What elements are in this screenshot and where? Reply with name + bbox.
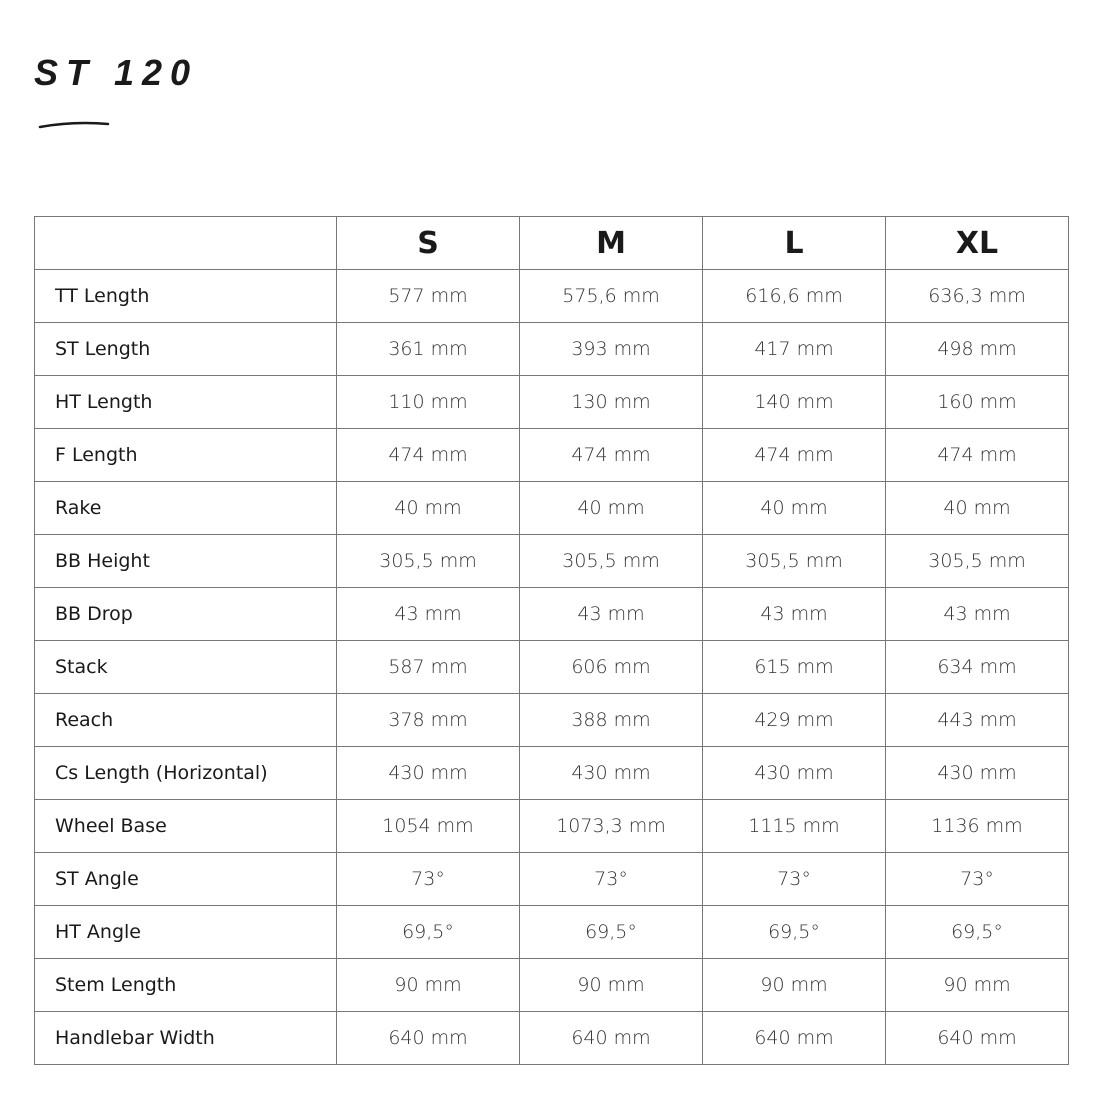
value-cell: 130 mm xyxy=(519,375,703,429)
table-row: ST Angle 73° 73° 73° 73° xyxy=(34,852,1069,906)
geometry-table: S M L XL TT Length 577 mm 575,6 mm 616,6 mm… xyxy=(34,216,1069,1065)
table-row: Stack 587 mm 606 mm 615 mm 634 mm xyxy=(34,640,1069,694)
value-cell: 90 mm xyxy=(702,958,886,1012)
row-label: Cs Length (Horizontal) xyxy=(34,746,337,800)
value-cell: 606 mm xyxy=(519,640,703,694)
value-cell: 40 mm xyxy=(519,481,703,535)
value-cell: 417 mm xyxy=(702,322,886,376)
row-label: Reach xyxy=(34,693,337,747)
value-cell: 575,6 mm xyxy=(519,269,703,323)
table-row: BB Drop 43 mm 43 mm 43 mm 43 mm xyxy=(34,587,1069,641)
table-row: Handlebar Width 640 mm 640 mm 640 mm 640 mm xyxy=(34,1011,1069,1065)
value-cell: 305,5 mm xyxy=(702,534,886,588)
row-label: Stem Length xyxy=(34,958,337,1012)
page-title: ST 120 xyxy=(34,52,199,93)
value-cell: 388 mm xyxy=(519,693,703,747)
row-label: Stack xyxy=(34,640,337,694)
value-cell: 430 mm xyxy=(336,746,520,800)
value-cell: 40 mm xyxy=(702,481,886,535)
value-cell: 430 mm xyxy=(885,746,1069,800)
table-header-row: S M L XL xyxy=(34,216,1069,270)
size-header: S xyxy=(336,216,520,270)
value-cell: 587 mm xyxy=(336,640,520,694)
value-cell: 69,5° xyxy=(702,905,886,959)
row-label: TT Length xyxy=(34,269,337,323)
value-cell: 73° xyxy=(702,852,886,906)
value-cell: 90 mm xyxy=(336,958,520,1012)
value-cell: 73° xyxy=(519,852,703,906)
value-cell: 474 mm xyxy=(336,428,520,482)
value-cell: 69,5° xyxy=(336,905,520,959)
table-row: HT Angle 69,5° 69,5° 69,5° 69,5° xyxy=(34,905,1069,959)
table-row: Cs Length (Horizontal) 430 mm 430 mm 430 mm… xyxy=(34,746,1069,800)
value-cell: 634 mm xyxy=(885,640,1069,694)
value-cell: 305,5 mm xyxy=(336,534,520,588)
value-cell: 443 mm xyxy=(885,693,1069,747)
table-row: HT Length 110 mm 130 mm 140 mm 160 mm xyxy=(34,375,1069,429)
value-cell: 43 mm xyxy=(702,587,886,641)
value-cell: 305,5 mm xyxy=(519,534,703,588)
value-cell: 429 mm xyxy=(702,693,886,747)
value-cell: 640 mm xyxy=(519,1011,703,1065)
value-cell: 110 mm xyxy=(336,375,520,429)
table-row: Wheel Base 1054 mm 1073,3 mm 1115 mm 1136 mm xyxy=(34,799,1069,853)
row-label: BB Drop xyxy=(34,587,337,641)
value-cell: 474 mm xyxy=(519,428,703,482)
value-cell: 640 mm xyxy=(336,1011,520,1065)
row-label: HT Length xyxy=(34,375,337,429)
row-label: Wheel Base xyxy=(34,799,337,853)
value-cell: 640 mm xyxy=(885,1011,1069,1065)
size-header: M xyxy=(519,216,703,270)
value-cell: 393 mm xyxy=(519,322,703,376)
value-cell: 73° xyxy=(885,852,1069,906)
value-cell: 640 mm xyxy=(702,1011,886,1065)
value-cell: 361 mm xyxy=(336,322,520,376)
row-label: ST Angle xyxy=(34,852,337,906)
value-cell: 90 mm xyxy=(519,958,703,1012)
value-cell: 1115 mm xyxy=(702,799,886,853)
row-label: ST Length xyxy=(34,322,337,376)
title-underline-stroke xyxy=(38,121,110,129)
value-cell: 90 mm xyxy=(885,958,1069,1012)
table-row: Rake 40 mm 40 mm 40 mm 40 mm xyxy=(34,481,1069,535)
value-cell: 1136 mm xyxy=(885,799,1069,853)
value-cell: 615 mm xyxy=(702,640,886,694)
value-cell: 616,6 mm xyxy=(702,269,886,323)
value-cell: 636,3 mm xyxy=(885,269,1069,323)
value-cell: 430 mm xyxy=(702,746,886,800)
table-row: ST Length 361 mm 393 mm 417 mm 498 mm xyxy=(34,322,1069,376)
row-label: F Length xyxy=(34,428,337,482)
value-cell: 43 mm xyxy=(885,587,1069,641)
value-cell: 43 mm xyxy=(519,587,703,641)
value-cell: 430 mm xyxy=(519,746,703,800)
value-cell: 1054 mm xyxy=(336,799,520,853)
value-cell: 69,5° xyxy=(519,905,703,959)
table-row: F Length 474 mm 474 mm 474 mm 474 mm xyxy=(34,428,1069,482)
table-row: BB Height 305,5 mm 305,5 mm 305,5 mm 305,5 m… xyxy=(34,534,1069,588)
value-cell: 40 mm xyxy=(336,481,520,535)
value-cell: 1073,3 mm xyxy=(519,799,703,853)
value-cell: 378 mm xyxy=(336,693,520,747)
value-cell: 73° xyxy=(336,852,520,906)
value-cell: 69,5° xyxy=(885,905,1069,959)
value-cell: 43 mm xyxy=(336,587,520,641)
size-header: L xyxy=(702,216,886,270)
row-label: Rake xyxy=(34,481,337,535)
row-label: HT Angle xyxy=(34,905,337,959)
size-header: XL xyxy=(885,216,1069,270)
value-cell: 577 mm xyxy=(336,269,520,323)
value-cell: 474 mm xyxy=(885,428,1069,482)
row-label: Handlebar Width xyxy=(34,1011,337,1065)
table-row: TT Length 577 mm 575,6 mm 616,6 mm 636,3 mm xyxy=(34,269,1069,323)
row-label: BB Height xyxy=(34,534,337,588)
value-cell: 140 mm xyxy=(702,375,886,429)
value-cell: 474 mm xyxy=(702,428,886,482)
table-row: Stem Length 90 mm 90 mm 90 mm 90 mm xyxy=(34,958,1069,1012)
table-row: Reach 378 mm 388 mm 429 mm 443 mm xyxy=(34,693,1069,747)
value-cell: 498 mm xyxy=(885,322,1069,376)
value-cell: 40 mm xyxy=(885,481,1069,535)
value-cell: 160 mm xyxy=(885,375,1069,429)
header-empty-cell xyxy=(34,216,337,270)
value-cell: 305,5 mm xyxy=(885,534,1069,588)
